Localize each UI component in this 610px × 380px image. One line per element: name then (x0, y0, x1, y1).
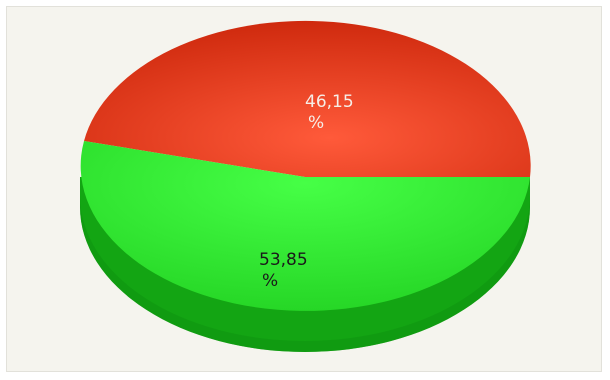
slice-green-unit: % (262, 271, 278, 291)
slice-green (80, 141, 530, 311)
slice-green-label: 53,85 (259, 250, 308, 270)
slice-red-label: 46,15 (305, 92, 354, 112)
slice-red-unit: % (308, 113, 324, 133)
slice-red (84, 20, 531, 178)
